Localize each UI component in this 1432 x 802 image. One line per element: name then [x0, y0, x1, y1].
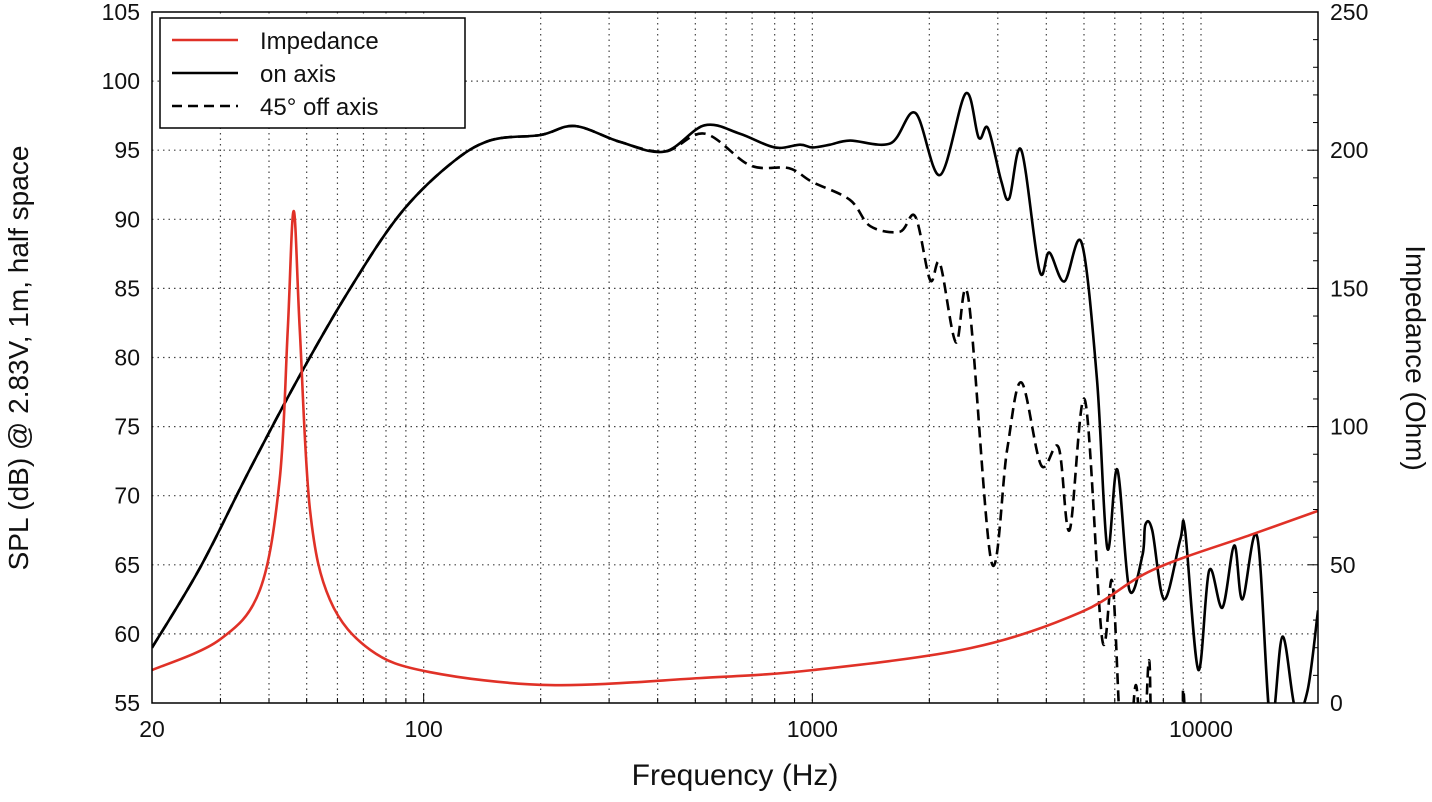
y2-tick-label: 200: [1330, 137, 1368, 163]
y-tick-label: 105: [102, 0, 140, 25]
y-tick-label: 55: [114, 690, 140, 716]
y-tick-label: 80: [114, 345, 140, 371]
y-tick-label: 95: [114, 137, 140, 163]
x-tick-label: 10000: [1169, 716, 1233, 742]
y-tick-label: 60: [114, 621, 140, 647]
y-tick-label: 65: [114, 552, 140, 578]
series-line-impedance: [152, 209, 1318, 687]
legend: Impedance on axis 45° off axis: [159, 17, 466, 129]
y-tick-label: 85: [114, 275, 140, 301]
y2-tick-label: 100: [1330, 414, 1368, 440]
x-tick-label: 1000: [787, 716, 838, 742]
series-line-45-off-axis: [152, 124, 1186, 703]
grid: [152, 12, 1318, 703]
y-tick-label: 90: [114, 206, 140, 232]
y-tick-label: 70: [114, 483, 140, 509]
y2-tick-label: 150: [1330, 275, 1368, 301]
y2-tick-label: 250: [1330, 0, 1368, 25]
ticks: 55 60 65 70 75 80 85 90 95 100 105 0 50 100 150 200 250 2…: [102, 0, 1369, 742]
x-axis-label: Frequency (Hz): [632, 759, 839, 792]
y-axis-label: SPL (dB) @ 2.83V, 1m, half space: [3, 146, 34, 571]
legend-label-on-axis: on axis: [260, 61, 336, 88]
legend-label-impedance: Impedance: [260, 28, 379, 55]
x-tick-label: 20: [139, 716, 165, 742]
y-tick-label: 75: [114, 414, 140, 440]
y-tick-label: 100: [102, 68, 140, 94]
y2-tick-label: 50: [1330, 552, 1356, 578]
legend-label-off-axis: 45° off axis: [260, 94, 379, 121]
y2-axis-label: Impedance (Ohm): [1400, 245, 1431, 471]
series-line-on-axis: [152, 92, 1318, 703]
plot-frame: [151, 11, 1319, 704]
curves: [152, 92, 1318, 703]
x-tick-label: 100: [404, 716, 442, 742]
y2-tick-label: 0: [1330, 690, 1343, 716]
